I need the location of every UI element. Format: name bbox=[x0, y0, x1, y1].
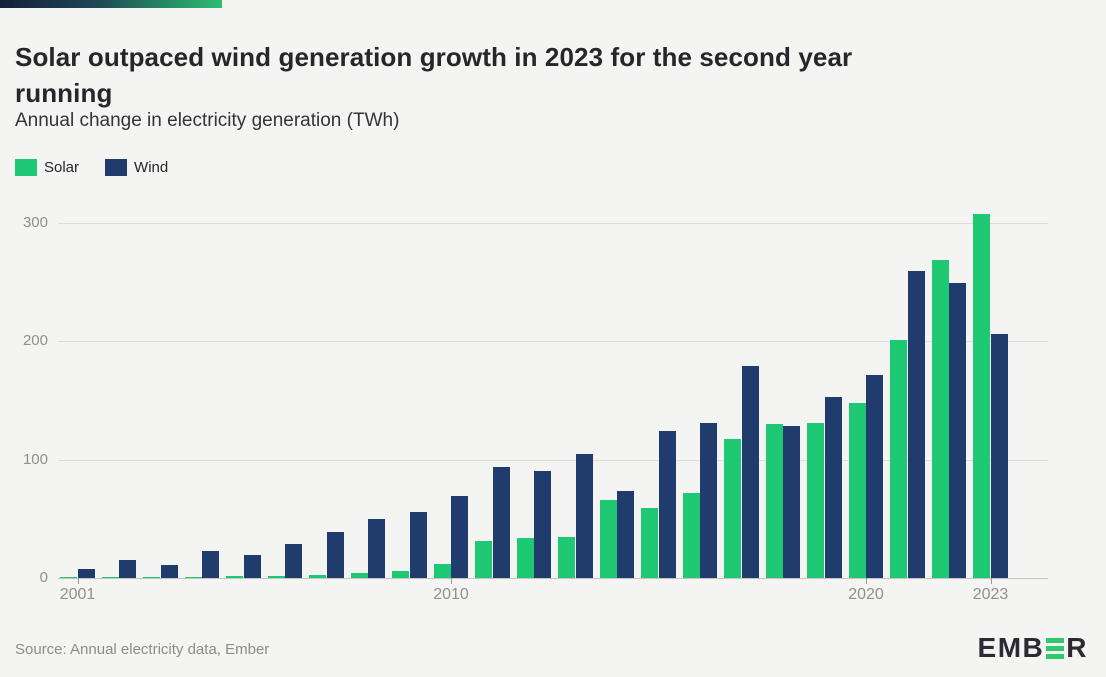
bar-wind-2010[interactable] bbox=[451, 496, 468, 578]
bar-wind-2009[interactable] bbox=[409, 512, 427, 578]
bar-solar-2021[interactable] bbox=[890, 340, 907, 578]
bar-solar-2007[interactable] bbox=[309, 575, 326, 578]
wind-swatch-icon bbox=[105, 159, 128, 176]
bar-wind-2003[interactable] bbox=[160, 565, 178, 578]
bar-solar-2019[interactable] bbox=[807, 423, 824, 578]
bar-solar-2015[interactable] bbox=[641, 508, 658, 578]
bar-wind-2015[interactable] bbox=[658, 431, 676, 578]
gridline-200 bbox=[58, 341, 1048, 342]
page-title-line1: Solar outpaced wind generation growth in… bbox=[15, 42, 853, 73]
bar-wind-2022[interactable] bbox=[949, 283, 966, 578]
x-axis-tick-2020 bbox=[866, 578, 867, 584]
bar-solar-2022[interactable] bbox=[931, 260, 949, 578]
y-axis-label-100: 100 bbox=[22, 450, 48, 468]
bar-solar-2003[interactable] bbox=[143, 577, 160, 578]
solar-swatch-icon bbox=[15, 159, 37, 176]
bar-solar-2005[interactable] bbox=[226, 576, 243, 578]
y-axis-label-300: 300 bbox=[22, 213, 48, 231]
chart-subtitle: Annual change in electricity generation … bbox=[15, 110, 400, 131]
bar-solar-2010[interactable] bbox=[433, 564, 451, 578]
bar-wind-2016[interactable] bbox=[700, 423, 717, 578]
gridline-0 bbox=[58, 578, 1048, 579]
legend-item-solar: Solar bbox=[15, 159, 79, 176]
legend-label-solar: Solar bbox=[44, 159, 80, 176]
bar-wind-2017[interactable] bbox=[741, 366, 759, 578]
x-axis-tick-2023 bbox=[990, 578, 992, 584]
bar-wind-2005[interactable] bbox=[243, 555, 261, 578]
bar-wind-2008[interactable] bbox=[368, 519, 385, 578]
bar-solar-2008[interactable] bbox=[350, 573, 368, 578]
ember-logo-e-icon bbox=[1046, 637, 1065, 659]
gridline-300 bbox=[58, 222, 1048, 224]
page-title: Solar outpaced wind generation growth in… bbox=[15, 39, 1025, 111]
x-axis-tick-2010 bbox=[451, 578, 452, 584]
bar-solar-2013[interactable] bbox=[558, 537, 575, 578]
y-axis-label-0: 0 bbox=[39, 569, 48, 586]
page-title-line2: running bbox=[15, 78, 113, 109]
bar-wind-2021[interactable] bbox=[907, 271, 925, 578]
bar-wind-2002[interactable] bbox=[119, 560, 136, 578]
bar-wind-2023[interactable] bbox=[990, 334, 1008, 578]
x-axis-tick-2001 bbox=[77, 578, 79, 584]
bar-wind-2011[interactable] bbox=[492, 467, 510, 578]
gridline-100 bbox=[58, 459, 1048, 461]
bar-solar-2001[interactable] bbox=[60, 577, 77, 578]
x-axis-label-2001: 2001 bbox=[59, 586, 96, 603]
x-axis-label-2010: 2010 bbox=[433, 586, 469, 603]
bar-wind-2004[interactable] bbox=[202, 551, 219, 578]
bar-wind-2013[interactable] bbox=[575, 454, 593, 578]
bar-solar-2016[interactable] bbox=[682, 493, 700, 578]
bar-wind-2006[interactable] bbox=[285, 544, 302, 578]
bar-wind-2001[interactable] bbox=[77, 569, 95, 578]
bar-solar-2011[interactable] bbox=[475, 541, 492, 578]
bar-wind-2020[interactable] bbox=[866, 375, 883, 578]
bar-solar-2004[interactable] bbox=[184, 577, 202, 578]
bar-solar-2002[interactable] bbox=[101, 577, 119, 578]
y-axis-label-200: 200 bbox=[22, 332, 48, 349]
bar-wind-2019[interactable] bbox=[824, 397, 842, 578]
brand-gradient-bar bbox=[0, 0, 222, 8]
legend-item-wind: Wind bbox=[105, 159, 168, 176]
bar-solar-2018[interactable] bbox=[765, 424, 783, 578]
ember-logo: EMB R bbox=[978, 632, 1088, 664]
chart-legend: Solar Wind bbox=[15, 159, 168, 176]
bar-wind-2007[interactable] bbox=[326, 532, 344, 578]
bar-wind-2012[interactable] bbox=[534, 471, 551, 578]
bar-wind-2018[interactable] bbox=[783, 426, 800, 578]
x-axis-label-2023: 2023 bbox=[972, 586, 1009, 603]
ember-logo-text-post: R bbox=[1066, 632, 1088, 663]
source-credit: Source: Annual electricity data, Ember bbox=[15, 641, 270, 658]
bar-solar-2023[interactable] bbox=[973, 214, 990, 578]
bar-solar-2020[interactable] bbox=[848, 403, 866, 578]
bar-solar-2006[interactable] bbox=[267, 576, 285, 578]
bar-solar-2012[interactable] bbox=[516, 538, 534, 578]
ember-logo-text-pre: EMB bbox=[977, 632, 1045, 663]
x-axis-label-2020: 2020 bbox=[848, 586, 884, 603]
bar-solar-2009[interactable] bbox=[392, 571, 409, 578]
legend-label-wind: Wind bbox=[134, 159, 169, 176]
bar-solar-2014[interactable] bbox=[599, 500, 617, 578]
bar-wind-2014[interactable] bbox=[617, 491, 634, 578]
bar-solar-2017[interactable] bbox=[724, 439, 741, 578]
